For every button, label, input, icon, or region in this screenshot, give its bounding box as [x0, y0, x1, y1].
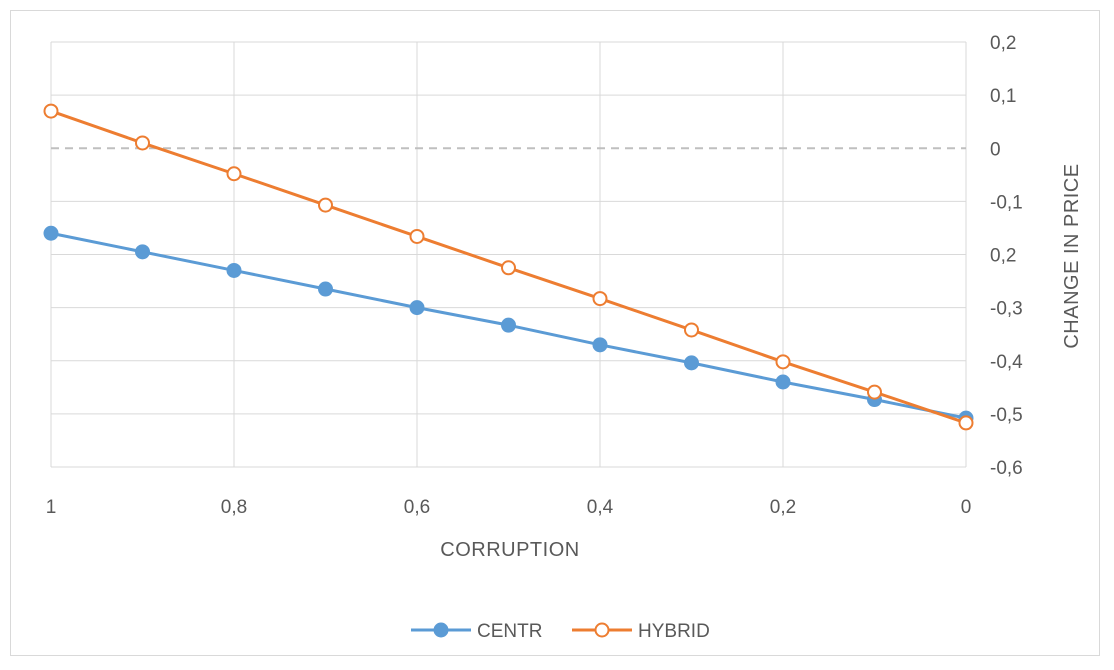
data-point-centr — [684, 355, 699, 371]
x-tick-label: 0 — [961, 497, 972, 518]
y-tick-label: -0,1 — [990, 192, 1023, 213]
x-axis-title: CORRUPTION — [440, 539, 579, 561]
tick-labels: 1 0,8 0,6 0,4 0,2 0 0,2 0,1 0 -0,1 0,2 -0,3 -0,4 -0,5… — [46, 33, 1023, 518]
data-point-centr — [226, 262, 242, 278]
legend-marker-centr — [433, 622, 449, 638]
grid-lines — [50, 41, 967, 468]
data-point-centr — [318, 281, 333, 297]
series-group — [43, 103, 974, 431]
legend-label-centr: CENTR — [477, 621, 542, 642]
data-point-hybrid — [867, 384, 882, 400]
data-point-hybrid — [958, 415, 974, 431]
y-tick-label: 0,2 — [990, 246, 1016, 267]
y-tick-label: 0,1 — [990, 86, 1016, 107]
y-tick-label: -0,3 — [990, 299, 1023, 320]
data-point-hybrid — [318, 197, 333, 213]
y-tick-label: -0,5 — [990, 405, 1023, 426]
y-tick-label: -0,6 — [990, 458, 1023, 479]
y-tick-label: -0,4 — [990, 352, 1023, 373]
legend-marker-hybrid — [594, 622, 610, 638]
data-point-hybrid — [43, 103, 59, 119]
data-point-centr — [501, 317, 516, 333]
x-tick-label: 0,8 — [221, 497, 247, 518]
x-tick-label: 0,4 — [587, 497, 614, 518]
data-point-centr — [409, 300, 425, 316]
data-point-centr — [592, 337, 608, 353]
chart-frame — [10, 10, 1100, 656]
legend-label-hybrid: HYBRID — [638, 621, 710, 642]
data-point-hybrid — [135, 135, 150, 151]
y-tick-label: 0,2 — [990, 33, 1016, 54]
data-point-hybrid — [775, 354, 791, 370]
y-tick-label: 0 — [990, 139, 1001, 160]
legend: CENTR HYBRID — [411, 621, 710, 642]
data-point-hybrid — [592, 291, 608, 307]
data-point-centr — [43, 225, 59, 241]
x-tick-label: 0,2 — [770, 497, 796, 518]
data-point-hybrid — [226, 166, 242, 182]
data-point-hybrid — [409, 228, 425, 244]
data-point-centr — [775, 374, 791, 390]
data-point-hybrid — [684, 322, 699, 338]
x-tick-label: 0,6 — [404, 497, 430, 518]
y-axis-title: CHANGE IN PRICE — [1061, 163, 1083, 348]
x-tick-label: 1 — [46, 497, 57, 518]
data-point-centr — [135, 244, 150, 260]
data-point-hybrid — [501, 260, 516, 276]
